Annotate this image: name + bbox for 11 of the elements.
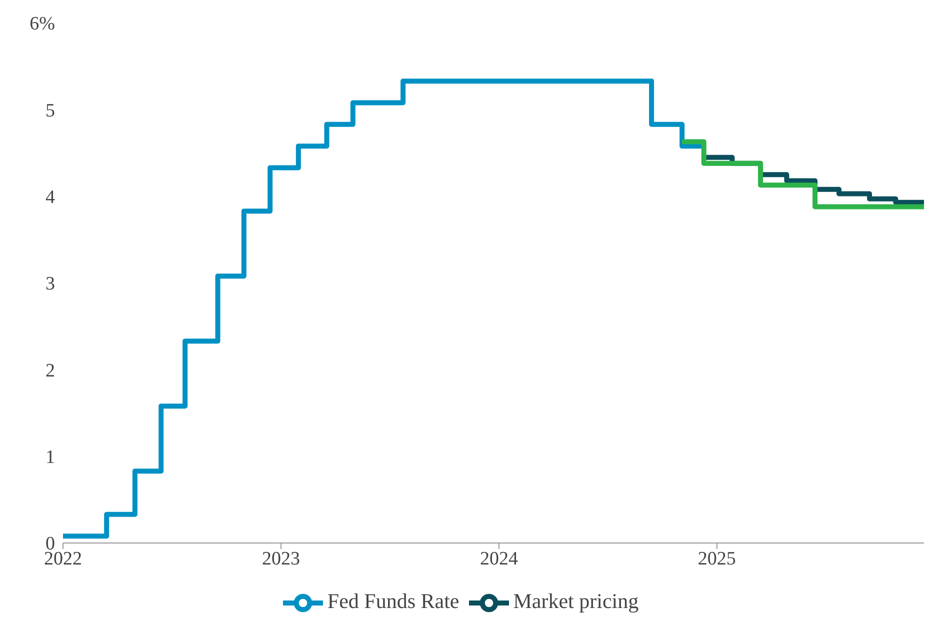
y-tick-label: 3 xyxy=(46,274,55,295)
y-tick-label: 2 xyxy=(46,360,55,382)
x-tick-label: 2024 xyxy=(480,548,518,570)
y-tick-label: 1 xyxy=(46,447,55,468)
y-tick-label: 4 xyxy=(46,187,56,208)
y-tick-label: 6% xyxy=(30,14,56,35)
legend-label: Market pricing xyxy=(513,588,639,613)
y-tick-label: 5 xyxy=(46,100,55,122)
legend-label: Fed Funds Rate xyxy=(327,588,460,613)
x-tick-label: 2025 xyxy=(698,548,736,570)
x-tick-label: 2023 xyxy=(262,548,300,570)
